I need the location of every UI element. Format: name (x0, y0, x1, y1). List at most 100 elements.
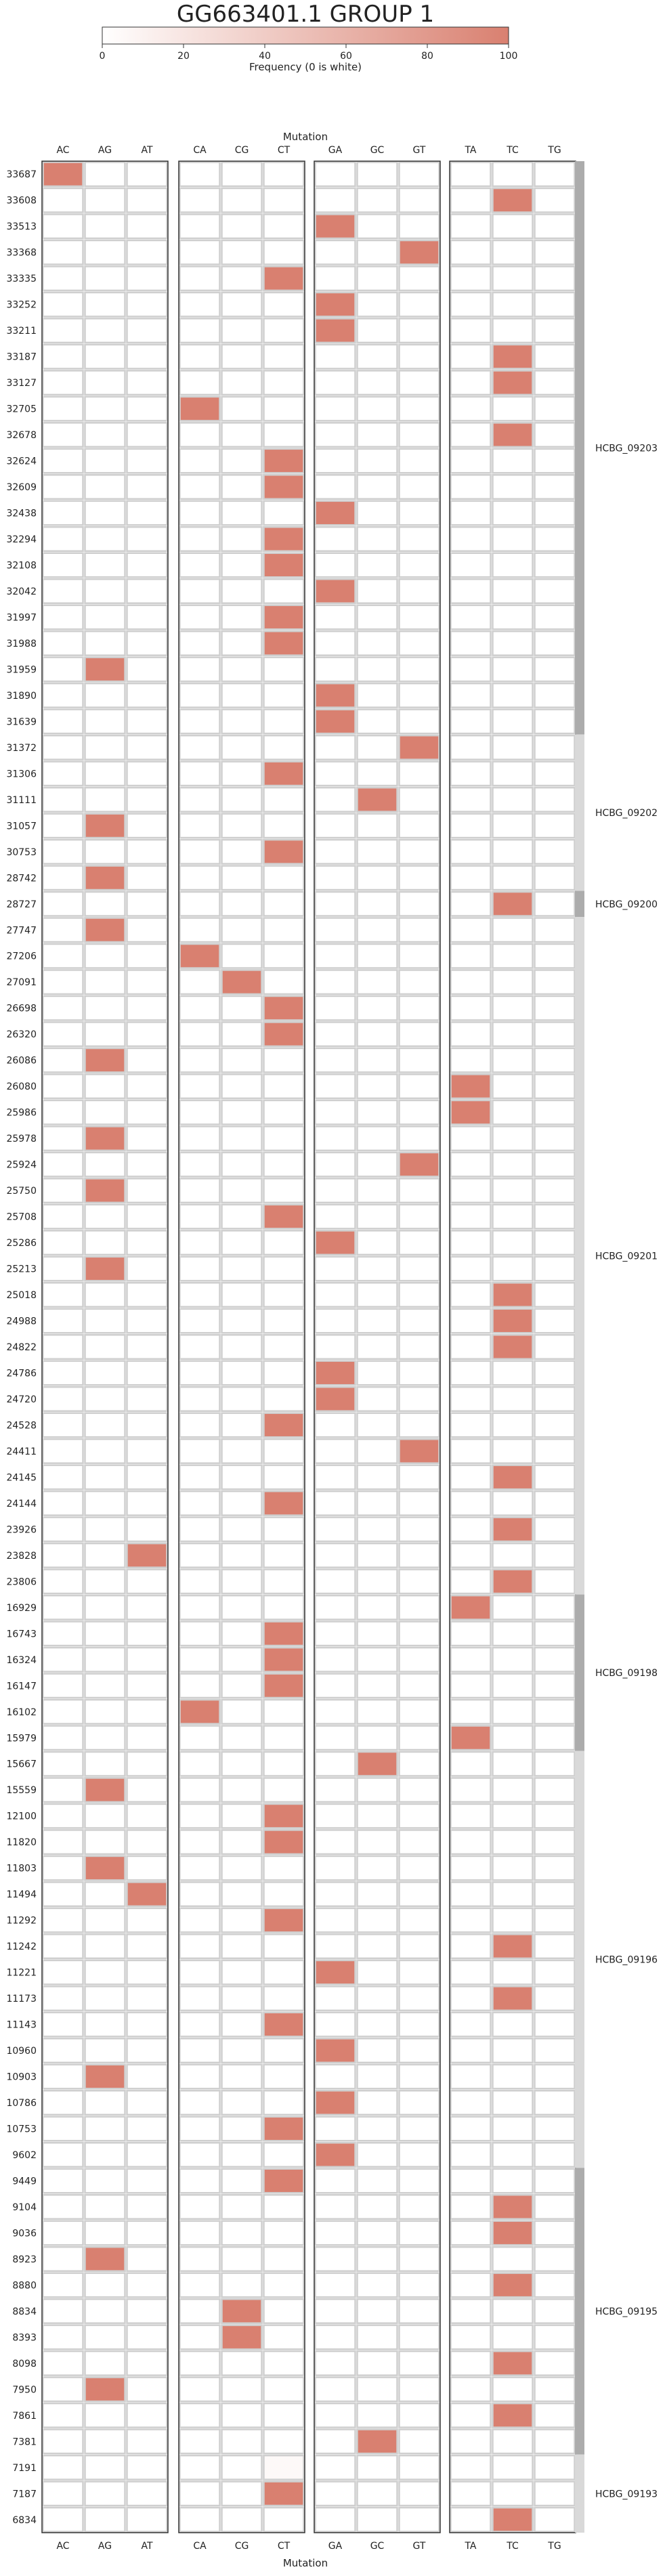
grid-cell (84, 1542, 126, 1568)
grid-cell (179, 1334, 221, 1360)
grid-cell (492, 474, 534, 500)
grid-cell (84, 1568, 126, 1595)
grid-cell (534, 1073, 576, 1100)
grid-cell (221, 1516, 263, 1543)
grid-cell (42, 239, 84, 265)
grid-cell (42, 2193, 84, 2220)
grid-cell (314, 2324, 356, 2350)
grid-cell (534, 395, 576, 422)
grid-cell (492, 291, 534, 318)
grid-cell (314, 2011, 356, 2038)
grid-cell (492, 1881, 534, 1908)
grid-cell (126, 1255, 168, 1282)
grid-cell (42, 265, 84, 292)
grid-cell (221, 1698, 263, 1725)
grid-cell (179, 1751, 221, 1777)
grid-cell (42, 1751, 84, 1777)
row-group-bar (575, 2168, 584, 2455)
column-label-top: CT (278, 145, 291, 156)
grid-cell (221, 943, 263, 969)
grid-cell (398, 2506, 440, 2533)
grid-cell (84, 2402, 126, 2428)
grid-cell (398, 2428, 440, 2455)
grid-cell (450, 2011, 492, 2038)
heatmap-cell (263, 448, 305, 474)
heatmap-cell (221, 2298, 263, 2324)
grid-cell (126, 2272, 168, 2298)
column-label-bottom: TA (464, 2541, 476, 2552)
grid-cell (492, 1855, 534, 1881)
grid-cell (534, 2090, 576, 2116)
grid-cell (221, 1594, 263, 1620)
grid-cell (534, 1308, 576, 1334)
row-label: 33335 (6, 274, 37, 284)
grid-cell (534, 318, 576, 344)
grid-cell (42, 1255, 84, 1282)
grid-cell (42, 969, 84, 995)
grid-cell (42, 422, 84, 448)
grid-cell (221, 890, 263, 917)
grid-cell (356, 213, 398, 240)
grid-cell (42, 1777, 84, 1803)
grid-cell (356, 1907, 398, 1933)
grid-cell (356, 1933, 398, 1960)
heatmap-cell (263, 604, 305, 630)
grid-cell (42, 1907, 84, 1933)
grid-cell (356, 604, 398, 630)
grid-cell (126, 2324, 168, 2350)
heatmap-cell (42, 161, 84, 188)
grid-cell (84, 552, 126, 578)
grid-cell (42, 786, 84, 813)
row-label: 31372 (6, 743, 37, 754)
panel-border (178, 160, 305, 2533)
grid-cell (42, 2116, 84, 2142)
grid-cell (314, 2428, 356, 2455)
heatmap-cell (263, 1907, 305, 1933)
heatmap-cell (263, 1829, 305, 1855)
grid-cell (221, 578, 263, 604)
grid-cell (314, 2168, 356, 2194)
grid-cell (221, 1230, 263, 1256)
grid-cell (450, 2350, 492, 2376)
grid-cell (314, 2193, 356, 2220)
grid-cell (42, 1386, 84, 1412)
grid-cell (398, 2272, 440, 2298)
grid-cell (398, 943, 440, 969)
grid-cell (314, 1673, 356, 1699)
heatmap-cell (84, 2376, 126, 2403)
grid-cell (179, 2011, 221, 2038)
grid-cell (126, 1047, 168, 1073)
grid-cell (314, 1255, 356, 1282)
grid-cell (534, 1698, 576, 1725)
grid-cell (534, 1959, 576, 1985)
grid-cell (356, 1490, 398, 1516)
grid-cell (84, 2428, 126, 2455)
grid-cell (179, 1412, 221, 1438)
row-label: 23926 (6, 1524, 37, 1535)
grid-cell (179, 1907, 221, 1933)
row-label: 8880 (12, 2280, 37, 2291)
heatmap-cell (84, 2063, 126, 2090)
heatmap-cell (263, 1412, 305, 1438)
grid-cell (42, 1568, 84, 1595)
grid-cell (356, 239, 398, 265)
grid-cell (263, 370, 305, 396)
grid-cell (42, 187, 84, 213)
grid-cell (534, 2454, 576, 2481)
grid-cell (179, 2220, 221, 2246)
grid-cell (398, 2193, 440, 2220)
grid-cell (492, 2376, 534, 2403)
grid-cell (450, 2116, 492, 2142)
grid-cell (84, 1516, 126, 1543)
grid-cell (263, 2376, 305, 2403)
grid-cell (42, 2090, 84, 2116)
colorbar-tick-label: 40 (259, 51, 271, 62)
grid-cell (179, 187, 221, 213)
grid-cell (221, 1073, 263, 1100)
grid-cell (84, 500, 126, 526)
grid-cell (356, 2481, 398, 2507)
row-label: 24786 (6, 1368, 37, 1379)
grid-cell (263, 1151, 305, 1178)
grid-cell (534, 838, 576, 865)
row-group-label: HCBG_09200 (595, 899, 658, 910)
